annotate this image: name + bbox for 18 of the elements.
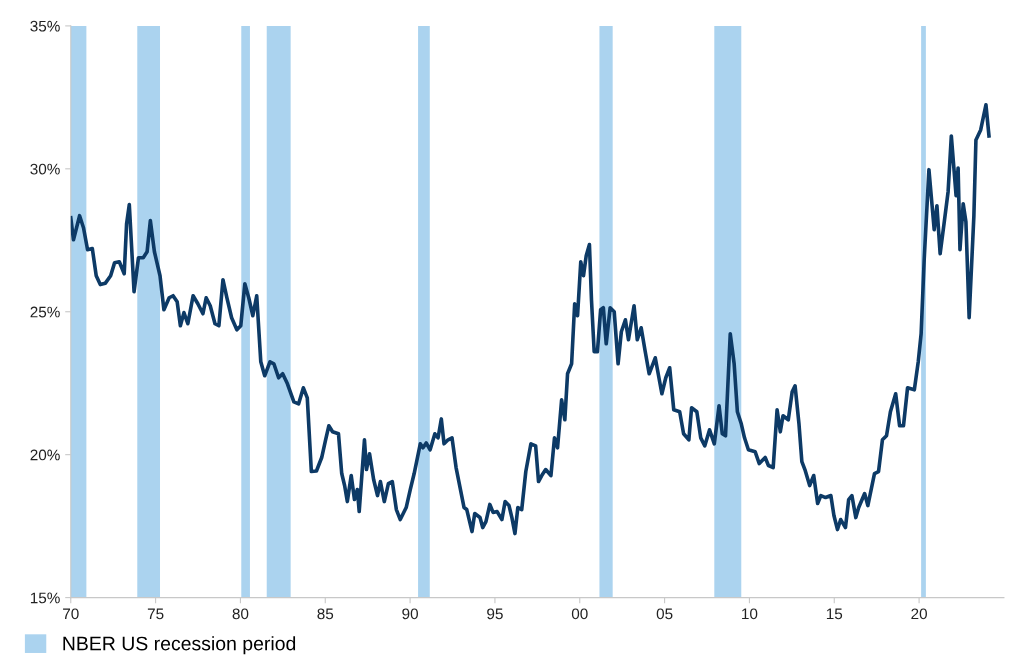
x-tick-label: 95 — [487, 608, 503, 620]
x-tick-label: 90 — [402, 608, 418, 620]
x-tick-label: 70 — [63, 608, 79, 620]
x-tick-label: 05 — [656, 608, 673, 620]
y-tick-label: 15% — [30, 592, 60, 604]
y-tick-label: 20% — [30, 449, 60, 461]
x-tick-label: 75 — [147, 608, 164, 620]
y-tick-label: 35% — [30, 20, 60, 32]
y-tick-label: 30% — [30, 163, 60, 175]
line-series — [70, 102, 991, 536]
x-tick-label: 15 — [826, 608, 843, 620]
y-tick-label: 25% — [30, 306, 60, 318]
x-tick-label: 80 — [232, 608, 249, 620]
x-tick-label: 10 — [742, 608, 758, 620]
legend-label: NBER US recession period — [63, 636, 296, 655]
x-tick-label: 85 — [317, 608, 334, 620]
x-tick-label: 00 — [571, 608, 588, 620]
x-tick-label: 20 — [911, 608, 927, 620]
